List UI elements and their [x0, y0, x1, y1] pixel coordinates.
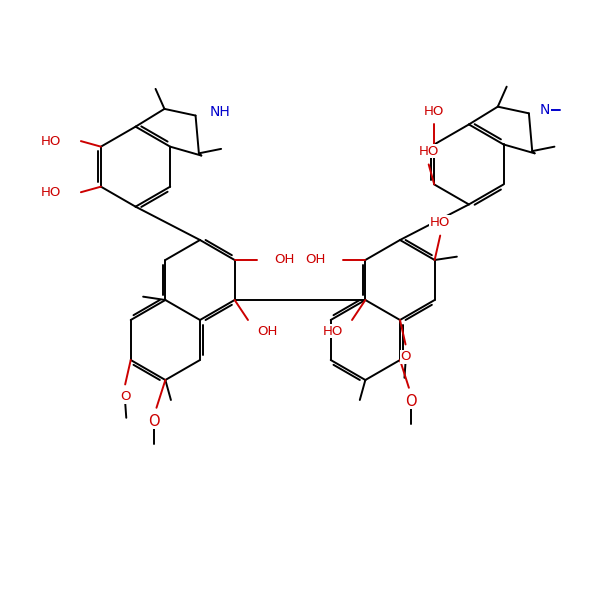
Text: O: O — [405, 394, 417, 409]
Text: OH: OH — [305, 253, 325, 266]
Text: OH: OH — [257, 325, 277, 338]
Text: OH: OH — [275, 253, 295, 266]
Text: O: O — [400, 350, 411, 363]
Text: HO: HO — [430, 216, 451, 229]
Text: HO: HO — [323, 325, 343, 338]
Text: O: O — [148, 413, 160, 428]
Text: HO: HO — [419, 145, 439, 158]
Text: NH: NH — [210, 105, 231, 119]
Text: N: N — [540, 103, 550, 117]
Text: O: O — [120, 390, 130, 403]
Text: HO: HO — [41, 134, 61, 148]
Text: HO: HO — [424, 104, 445, 118]
Text: HO: HO — [41, 186, 61, 199]
